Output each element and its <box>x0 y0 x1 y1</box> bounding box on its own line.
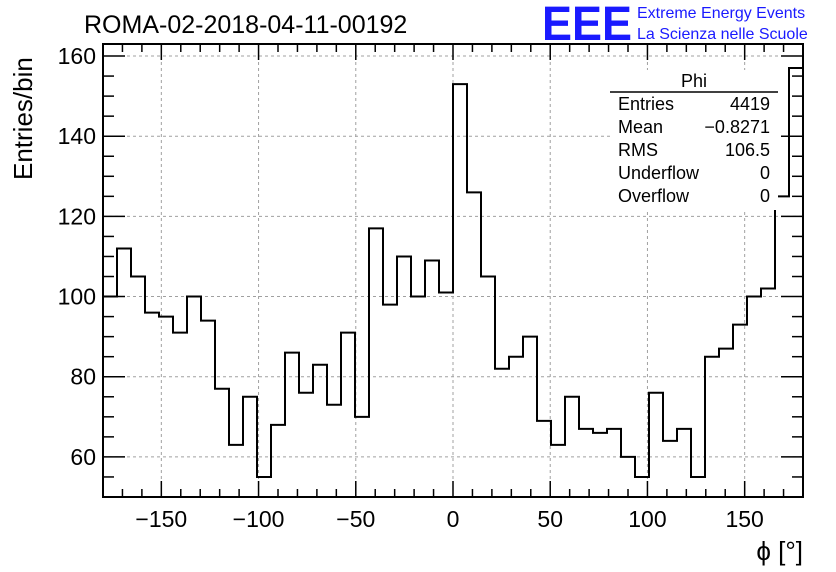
stats-box: Phi Entries 4419 Mean −0.8271 RMS 106.5 Underf… <box>610 70 778 210</box>
y-tick-labels: 60 80 100 120 140 160 <box>58 43 96 470</box>
stats-title: Phi <box>681 71 707 91</box>
eee-logo: EEE Extreme Energy Events La Scienza nel… <box>542 0 808 51</box>
stats-row-label: Mean <box>618 117 663 137</box>
stats-rows: Entries 4419 Mean −0.8271 RMS 106.5 Underflow 0… <box>618 94 770 206</box>
y-tick-label: 140 <box>58 123 96 149</box>
stats-row-value: −0.8271 <box>704 117 770 137</box>
x-tick-label: 100 <box>628 506 666 532</box>
plot-frame <box>102 43 804 498</box>
stats-row-value: 106.5 <box>725 140 770 160</box>
eee-logo-text: EEE <box>542 0 632 51</box>
stats-row-value: 0 <box>760 163 770 183</box>
stats-box-background <box>610 70 778 210</box>
y-axis-title: Entries/bin <box>8 57 38 180</box>
x-tick-labels: −150 −100 −50 0 50 100 150 <box>135 506 763 532</box>
stats-row-value: 0 <box>760 186 770 206</box>
y-tick-label: 120 <box>58 203 96 229</box>
histogram-series-line <box>103 67 803 478</box>
x-tick-label: −100 <box>233 506 285 532</box>
y-tick-label: 160 <box>58 43 96 69</box>
x-tick-label: −150 <box>135 506 187 532</box>
x-tick-label: 0 <box>447 506 460 532</box>
y-tick-label: 60 <box>70 444 96 470</box>
stats-row-value: 4419 <box>730 94 770 114</box>
x-tick-label: 150 <box>725 506 763 532</box>
stats-row-label: Entries <box>618 94 674 114</box>
stats-row-label: Underflow <box>618 163 700 183</box>
logo-line-2: La Scienza nelle Scuole <box>637 26 808 43</box>
x-tick-label: 50 <box>537 506 563 532</box>
y-tick-label: 100 <box>58 284 96 310</box>
y-tick-label: 80 <box>70 364 96 390</box>
stats-row-label: RMS <box>618 140 658 160</box>
chart-title: ROMA-02-2018-04-11-00192 <box>84 11 407 39</box>
stats-row-label: Overflow <box>618 186 690 206</box>
x-tick-label: −50 <box>336 506 375 532</box>
x-axis-title: ϕ [°] <box>756 536 803 566</box>
logo-line-1: Extreme Energy Events <box>637 5 805 22</box>
